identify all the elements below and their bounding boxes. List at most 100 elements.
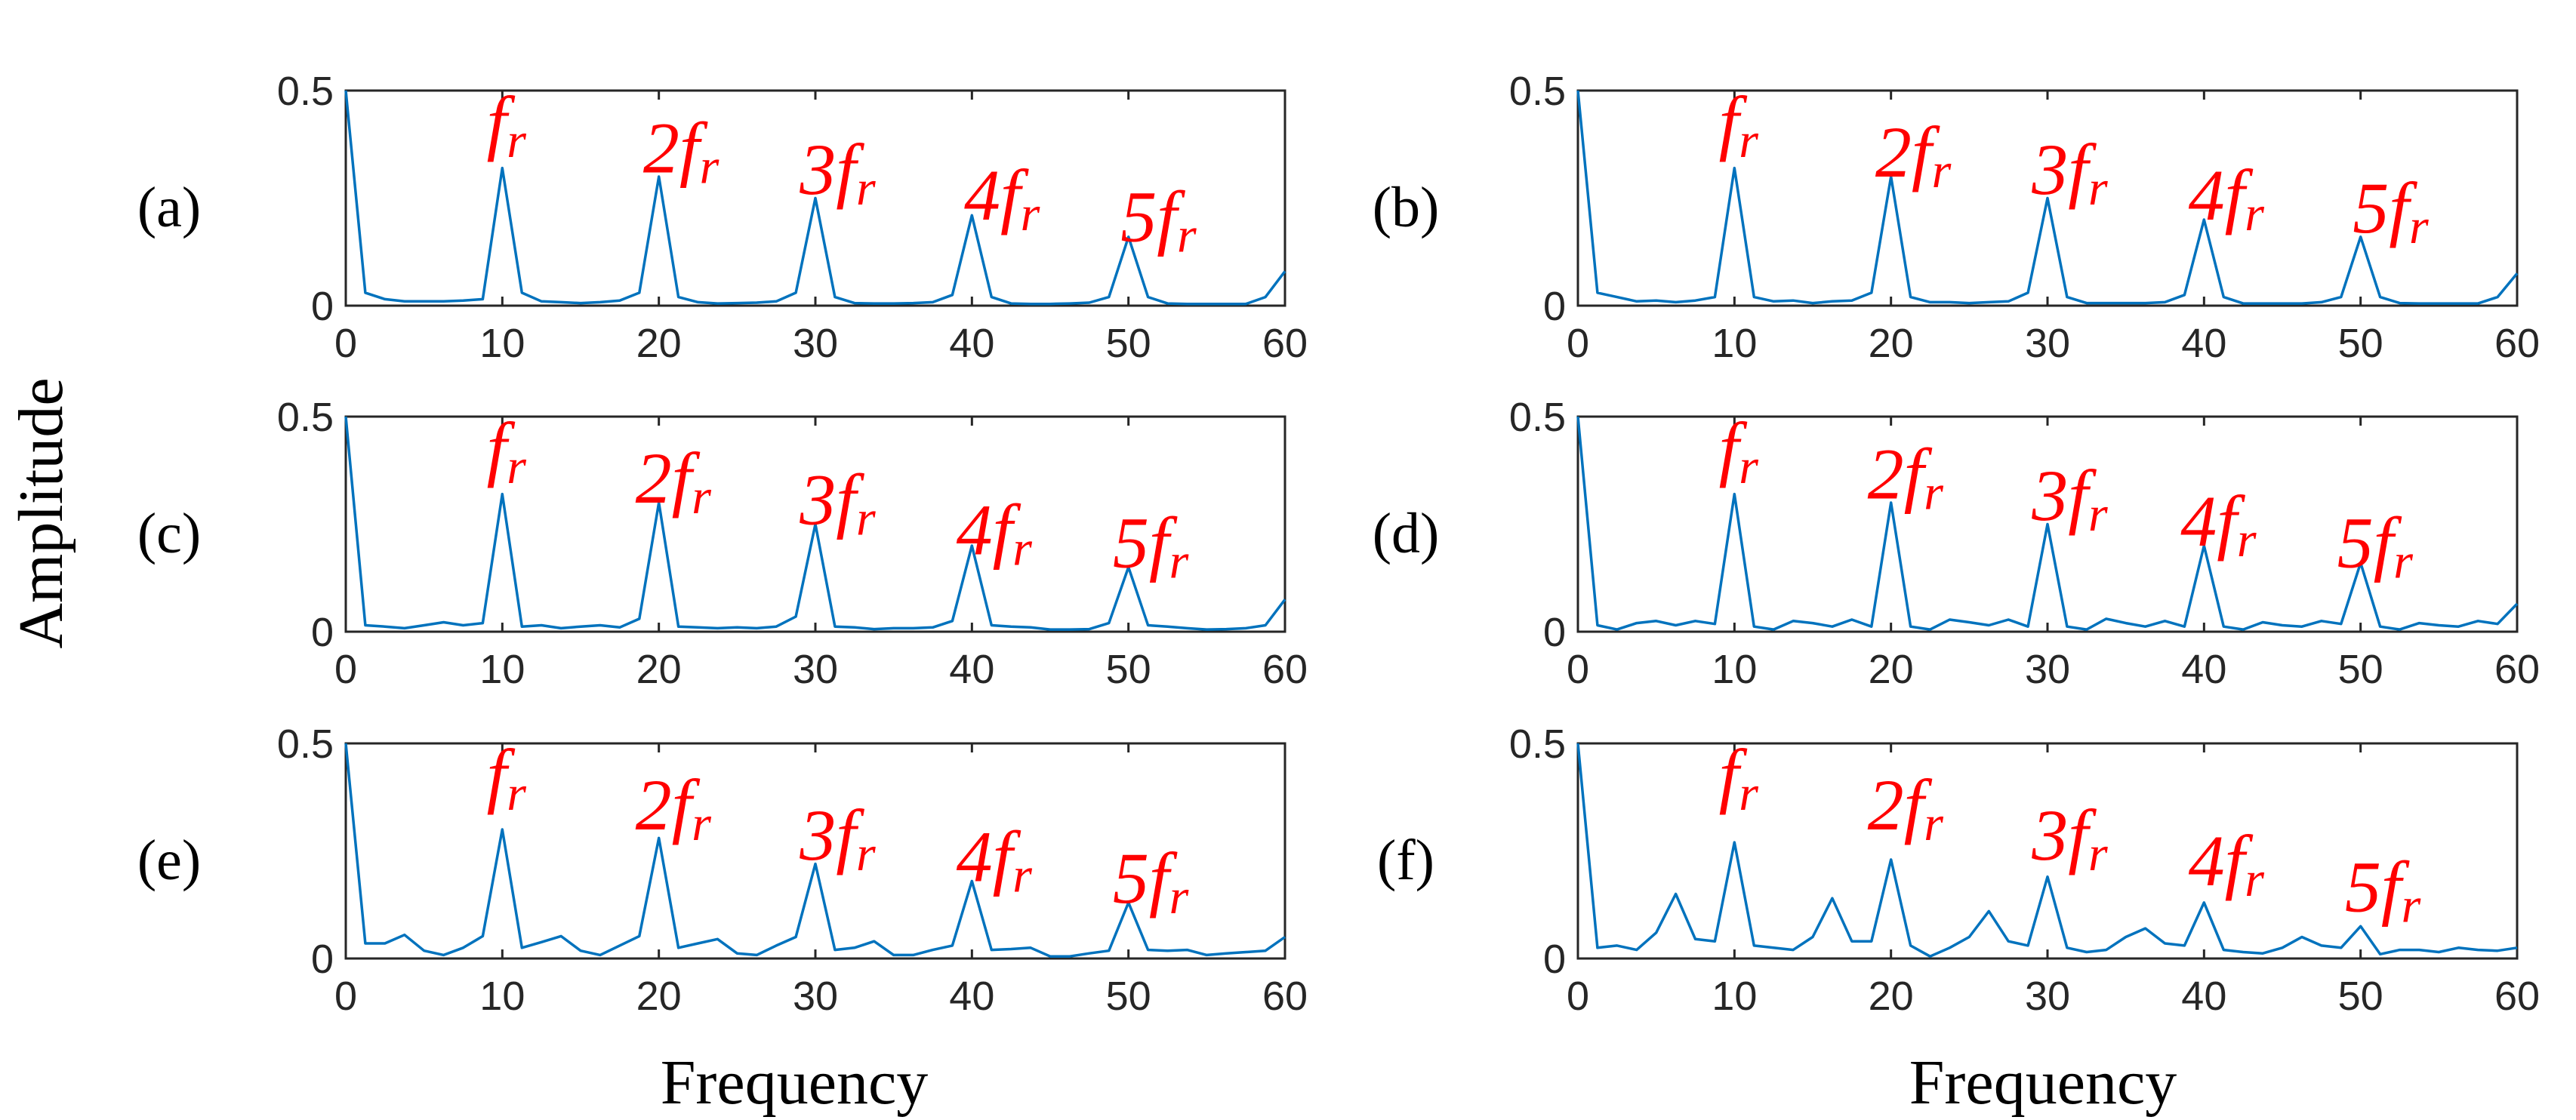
x-tick-label: 10: [479, 974, 525, 1019]
x-tick-label: 40: [2181, 321, 2226, 366]
x-tick-label: 40: [2181, 974, 2226, 1019]
y-tick-label: 0: [311, 937, 334, 982]
x-tick-label: 20: [636, 321, 682, 366]
x-tick-label: 0: [1567, 647, 1589, 692]
harmonic-annotation: 2fr: [636, 438, 712, 525]
x-tick-label: 0: [1567, 321, 1589, 366]
x-tick-label: 30: [793, 321, 838, 366]
x-tick-label: 10: [1712, 321, 1757, 366]
x-tick-label: 60: [1262, 321, 1308, 366]
harmonic-annotation: 2fr: [1868, 433, 1944, 520]
y-tick-label: 0.5: [277, 69, 334, 114]
x-tick-label: 30: [2025, 321, 2070, 366]
spectrum-line: [1576, 743, 2518, 958]
y-tick-label: 0.5: [277, 395, 334, 440]
panel-label: (d): [1373, 502, 1440, 565]
harmonic-annotation: 5fr: [2337, 503, 2414, 589]
panel-label: (a): [137, 176, 201, 239]
harmonic-annotation: 2fr: [1875, 112, 1952, 198]
x-tick-label: 10: [1712, 974, 1757, 1019]
x-tick-label: 40: [949, 321, 994, 366]
x-tick-label: 40: [949, 974, 994, 1019]
harmonic-annotation: 5fr: [2345, 846, 2421, 933]
x-tick-label: 20: [1869, 321, 1914, 366]
spectrum-line: [344, 416, 1286, 631]
x-tick-label: 60: [2494, 974, 2540, 1019]
x-tick-label: 0: [334, 321, 357, 366]
y-tick-label: 0.5: [277, 722, 334, 767]
y-tick-label: 0: [1543, 610, 1566, 655]
harmonic-annotation: 2fr: [643, 107, 719, 194]
y-tick-label: 0: [1543, 284, 1566, 329]
panel-b: 0 10 20 30 40 50 60 0 0.5 fr 2fr 3fr 4fr 5fr (b): [1373, 69, 2540, 366]
x-tick-label: 20: [636, 974, 682, 1019]
harmonic-annotation: 4fr: [2180, 481, 2257, 568]
harmonic-annotation: 4fr: [957, 489, 1033, 576]
panel-d: 0 10 20 30 40 50 60 0 0.5 fr 2fr 3fr 4fr 5fr (d): [1373, 395, 2540, 692]
harmonic-annotation: 3fr: [2031, 795, 2108, 882]
harmonic-annotation: fr: [1719, 408, 1759, 494]
x-tick-label: 40: [2181, 647, 2226, 692]
spectrum-line: [344, 743, 1286, 958]
y-tick-label: 0.5: [1509, 395, 1566, 440]
x-tick-label: 50: [1106, 647, 1151, 692]
x-tick-label: 60: [2494, 647, 2540, 692]
y-tick-label: 0: [311, 610, 334, 655]
harmonic-annotation: 4fr: [964, 155, 1040, 242]
panel-label: (c): [137, 502, 201, 565]
y-tick-label: 0.5: [1509, 722, 1566, 767]
x-tick-label: 30: [2025, 974, 2070, 1019]
x-tick-label: 20: [636, 647, 682, 692]
harmonic-annotation: 3fr: [799, 129, 876, 216]
x-axis-title-right: Frequency: [1909, 1048, 2177, 1118]
y-tick-label: 0: [1543, 937, 1566, 982]
harmonic-annotation: 3fr: [799, 795, 876, 882]
harmonic-annotation: 3fr: [2031, 455, 2108, 542]
harmonic-annotation: 5fr: [1113, 503, 1189, 589]
panel-label: (b): [1373, 176, 1440, 239]
x-tick-label: 10: [479, 321, 525, 366]
spectrum-line: [1576, 90, 2519, 305]
x-tick-label: 40: [949, 647, 994, 692]
spectrum-line: [1576, 416, 2519, 631]
harmonic-annotation: 4fr: [957, 816, 1033, 903]
harmonic-annotation: 5fr: [2353, 168, 2429, 254]
x-axis-title-left: Frequency: [661, 1048, 929, 1118]
panel-c: 0 10 20 30 40 50 60 0 0.5 fr 2fr 3fr 4fr 5fr (c): [137, 395, 1308, 692]
panel-label: (e): [137, 829, 201, 892]
x-tick-label: 50: [1106, 321, 1151, 366]
y-axis-title: Amplitude: [6, 377, 76, 648]
x-tick-label: 50: [2338, 974, 2383, 1019]
harmonic-annotation: 5fr: [1120, 177, 1197, 263]
x-tick-label: 50: [1106, 974, 1151, 1019]
x-tick-label: 0: [334, 647, 357, 692]
harmonic-annotation: 5fr: [1113, 838, 1189, 925]
harmonic-annotation: 4fr: [2189, 155, 2265, 242]
harmonic-annotation: fr: [487, 82, 527, 168]
harmonic-annotation: 3fr: [2031, 129, 2108, 216]
panel-label: (f): [1377, 829, 1434, 892]
x-tick-label: 50: [2338, 647, 2383, 692]
panel-f: 0 10 20 30 40 50 60 0 0.5 fr 2fr 3fr 4fr 5fr (f): [1377, 722, 2540, 1019]
x-tick-label: 10: [479, 647, 525, 692]
harmonic-annotation: fr: [487, 408, 527, 494]
harmonic-annotation: 2fr: [636, 765, 712, 851]
harmonic-annotation: 4fr: [2189, 820, 2265, 907]
harmonic-annotation: fr: [1719, 82, 1759, 168]
x-tick-label: 20: [1869, 647, 1914, 692]
y-tick-label: 0: [311, 284, 334, 329]
x-tick-label: 60: [2494, 321, 2540, 366]
x-tick-label: 0: [334, 974, 357, 1019]
harmonic-annotation: 2fr: [1868, 765, 1944, 851]
x-tick-label: 30: [793, 647, 838, 692]
x-tick-label: 0: [1567, 974, 1589, 1019]
harmonic-annotation: fr: [1719, 734, 1759, 821]
x-tick-label: 30: [793, 974, 838, 1019]
spectrum-line: [344, 90, 1286, 306]
y-tick-label: 0.5: [1509, 69, 1566, 114]
x-tick-label: 10: [1712, 647, 1757, 692]
x-tick-label: 20: [1869, 974, 1914, 1019]
panel-e: 0 10 20 30 40 50 60 0 0.5 fr 2fr 3fr 4fr 5fr (e): [137, 722, 1308, 1019]
